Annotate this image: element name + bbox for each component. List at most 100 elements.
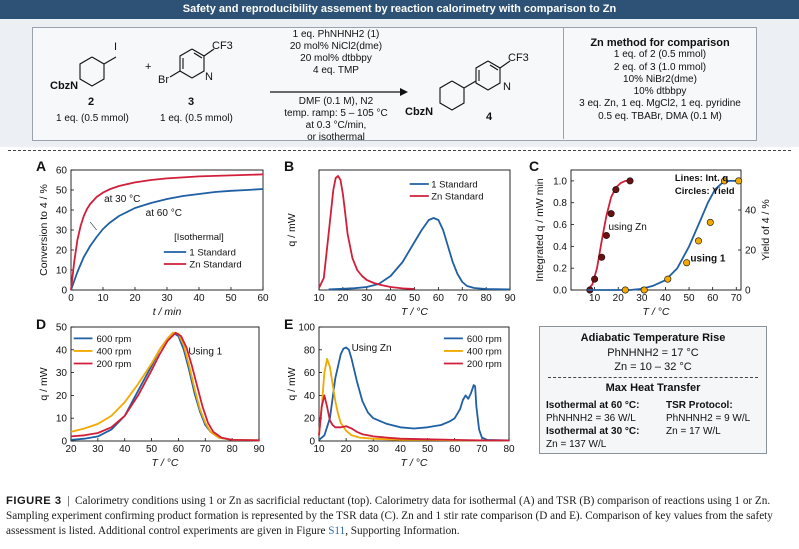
iso30-value: Zn = 137 W/L bbox=[546, 439, 607, 450]
y-tick-label-C: 0.0 bbox=[553, 286, 567, 297]
x-tick-label-A: 50 bbox=[225, 293, 237, 304]
y2-tick-label-C: 40 bbox=[745, 206, 757, 217]
legend-label-e: 600 rpm bbox=[467, 334, 502, 345]
y-tick-label-C: 0.4 bbox=[553, 242, 567, 253]
x-tick-label-B: 40 bbox=[385, 293, 397, 304]
condition-line: 1 eq. PhNHNH2 (1) bbox=[292, 29, 380, 40]
annotation-d-using1: Using 1 bbox=[188, 346, 222, 357]
condition-line: 4 eq. TMP bbox=[313, 65, 359, 76]
condition-line: temp. ramp: 5 – 105 °C bbox=[284, 108, 388, 119]
cf3-label: CF3 bbox=[212, 40, 233, 52]
plot-frame-C bbox=[570, 169, 742, 291]
series-line-A bbox=[70, 188, 264, 291]
x-axis-label-B: T / °C bbox=[401, 306, 428, 318]
series-line-D bbox=[70, 331, 260, 442]
x-tick-label-E: 20 bbox=[341, 444, 353, 455]
y-axis-label-E: q / mW bbox=[286, 367, 298, 400]
y-tick-label-E: 20 bbox=[304, 414, 316, 425]
x-axis-label-E: T / °C bbox=[401, 457, 428, 469]
adiabatic-zn: Zn = 10 – 32 °C bbox=[614, 361, 692, 373]
data-point-C bbox=[621, 286, 629, 294]
annotation-c-zn: using Zn bbox=[608, 222, 646, 233]
data-point-C bbox=[664, 275, 672, 283]
panel-label-a: A bbox=[36, 158, 47, 174]
x-tick-label-B: 50 bbox=[409, 293, 421, 304]
x-tick-label-C: 40 bbox=[660, 293, 672, 304]
x-tick-label-E: 70 bbox=[476, 444, 488, 455]
tsr-phnhnh2: PhNHNH2 = 9 W/L bbox=[666, 413, 751, 424]
legend-circles-c: Circles: Yield bbox=[675, 186, 735, 197]
x-tick-label-E: 60 bbox=[449, 444, 461, 455]
panel-label-b: B bbox=[284, 158, 295, 174]
y-tick-label-D: 30 bbox=[56, 368, 68, 379]
data-point-C bbox=[598, 253, 606, 261]
plus-sign: + bbox=[145, 61, 152, 73]
panel-label-d: D bbox=[36, 316, 47, 332]
product-number: 4 bbox=[486, 111, 493, 123]
legend-label-b-1: 1 Standard bbox=[431, 180, 477, 191]
legend-label-a-2: Zn Standard bbox=[189, 260, 241, 271]
data-point-C bbox=[640, 286, 648, 294]
x-tick-label-D: 30 bbox=[92, 444, 104, 455]
series-line-E bbox=[318, 346, 510, 442]
x-tick-label-D: 20 bbox=[65, 444, 77, 455]
condition-line: 20 mol% dtbbpy bbox=[300, 53, 372, 64]
x-tick-label-B: 20 bbox=[337, 293, 349, 304]
structure-2 bbox=[79, 56, 117, 87]
x-tick-label-A: 10 bbox=[97, 293, 109, 304]
zn-method-line: 1 eq. of 2 (0.5 mmol) bbox=[613, 49, 707, 61]
iso60-heading: Isothermal at 60 °C: bbox=[546, 400, 640, 411]
caption-figure-number: FIGURE 3 bbox=[6, 495, 62, 507]
series-line-C bbox=[586, 179, 633, 291]
x-tick-label-D: 90 bbox=[253, 444, 265, 455]
caption-si-link[interactable]: S11 bbox=[328, 525, 346, 537]
zn-method-line: 0.5 eq. TBABr, DMA (0.1 M) bbox=[598, 110, 722, 122]
y-tick-label-D: 20 bbox=[56, 391, 68, 402]
x-tick-label-C: 20 bbox=[613, 293, 625, 304]
reagent-2-equivalents: 1 eq. (0.5 mmol) bbox=[56, 113, 129, 124]
y-tick-label-E: 100 bbox=[298, 323, 315, 334]
plot-frame-A bbox=[70, 169, 264, 291]
iodo-label: I bbox=[114, 41, 118, 53]
x-tick-label-D: 50 bbox=[146, 444, 158, 455]
product-pyridine-n: N bbox=[503, 81, 511, 93]
condition-line: DMF (0.1 M), N2 bbox=[298, 96, 374, 107]
annotation-e-usingzn: Using Zn bbox=[352, 343, 392, 354]
y2-tick-label-C: 0 bbox=[745, 286, 751, 297]
y-tick-label-A: 40 bbox=[56, 206, 68, 217]
y-tick-label-C: 1.0 bbox=[553, 176, 567, 187]
y-axis-label-A: Conversion to 4 / % bbox=[38, 184, 50, 276]
condition-line: 20 mol% NiCl2(dme) bbox=[289, 41, 383, 52]
y-tick-label-D: 40 bbox=[56, 345, 68, 356]
zn-method-title: Zn method for comparison bbox=[590, 37, 730, 49]
legend-title-a: [Isothermal] bbox=[174, 232, 224, 243]
max-heat-title: Max Heat Transfer bbox=[605, 382, 701, 394]
legend-label-d: 400 rpm bbox=[97, 346, 132, 357]
iso60-value: PhNHNH2 = 36 W/L bbox=[546, 413, 636, 424]
x-tick-label-C: 30 bbox=[636, 293, 648, 304]
x-axis-label-D: T / °C bbox=[152, 457, 179, 469]
plot-frame-E bbox=[318, 326, 510, 442]
series-line-C bbox=[587, 179, 737, 291]
figure-caption: FIGURE 3 | Calorimetry conditions using … bbox=[6, 495, 773, 537]
y-tick-label-E: 60 bbox=[304, 368, 316, 379]
series-line-A bbox=[70, 173, 264, 291]
x-tick-label-C: 70 bbox=[731, 293, 743, 304]
x-tick-label-E: 10 bbox=[313, 444, 325, 455]
structures bbox=[79, 48, 511, 111]
data-point-C bbox=[720, 177, 728, 185]
dashed-separator bbox=[8, 150, 791, 151]
annotation-a-pointer bbox=[89, 221, 97, 231]
zn-method-text: Zn method for comparison 1 eq. of 2 (0.5… bbox=[564, 37, 756, 123]
data-point-C bbox=[735, 177, 743, 185]
tsr-zn: Zn = 17 W/L bbox=[666, 426, 721, 437]
conditions-above: 1 eq. PhNHNH2 (1) 20 mol% NiCl2(dme) 20 … bbox=[272, 29, 400, 77]
arrow-head bbox=[400, 88, 408, 96]
x-tick-label-B: 90 bbox=[504, 293, 516, 304]
x-tick-label-B: 30 bbox=[361, 293, 373, 304]
x-tick-label-B: 60 bbox=[433, 293, 445, 304]
reagent-3-number: 3 bbox=[188, 96, 195, 108]
legend-label-d: 200 rpm bbox=[97, 359, 132, 370]
x-tick-label-B: 10 bbox=[313, 293, 325, 304]
